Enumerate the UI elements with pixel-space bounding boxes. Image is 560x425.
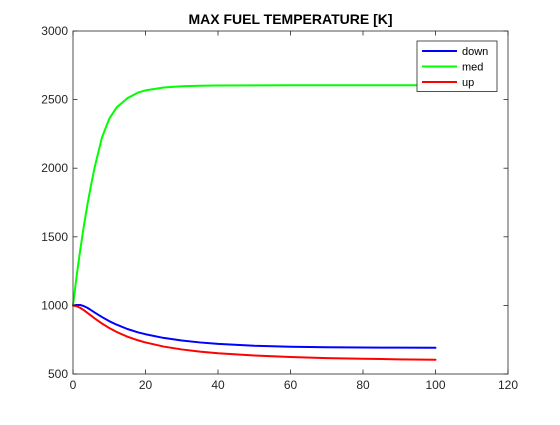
legend-label-med: med xyxy=(462,62,483,74)
series-line-up xyxy=(72,304,437,361)
y-tick-label: 1500 xyxy=(41,230,68,244)
y-tick-label: 2000 xyxy=(41,161,68,175)
y-tick-label: 2500 xyxy=(41,93,68,107)
series-layer xyxy=(72,84,437,361)
x-tick-label: 0 xyxy=(70,378,77,392)
x-tick-label: 120 xyxy=(498,378,518,392)
y-tick-label: 500 xyxy=(48,367,68,381)
x-tick-label: 60 xyxy=(284,378,298,392)
legend-label-down: down xyxy=(462,46,488,58)
x-tick-label: 100 xyxy=(425,378,445,392)
chart-title: MAX FUEL TEMPERATURE [K] xyxy=(188,11,392,27)
series-line-med xyxy=(72,84,437,307)
x-tick-label: 20 xyxy=(139,378,153,392)
y-tick-label: 1000 xyxy=(41,298,68,312)
legend-label-up: up xyxy=(462,77,474,89)
axes-layer: 0 20 40 60 80 100 120 500 1000 1500 2000 2500 3000 xyxy=(41,24,518,392)
legend: down med up xyxy=(416,40,498,92)
x-tick-label: 80 xyxy=(356,378,370,392)
series-line-down xyxy=(72,303,437,349)
x-tick-label: 40 xyxy=(211,378,225,392)
y-tick-label: 3000 xyxy=(41,24,68,38)
